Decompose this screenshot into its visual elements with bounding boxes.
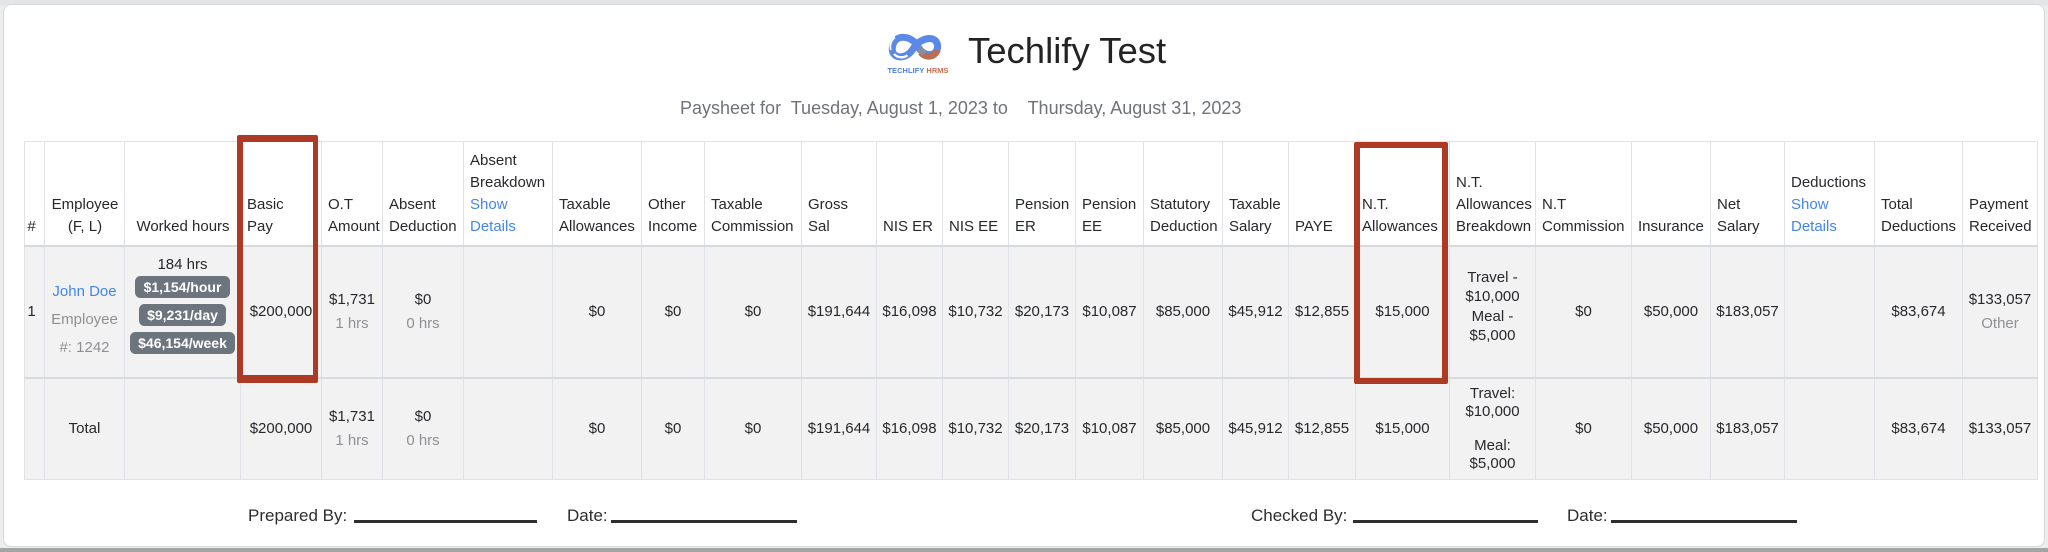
svg-text:TECHLIFY HRMS: TECHLIFY HRMS: [887, 66, 948, 75]
